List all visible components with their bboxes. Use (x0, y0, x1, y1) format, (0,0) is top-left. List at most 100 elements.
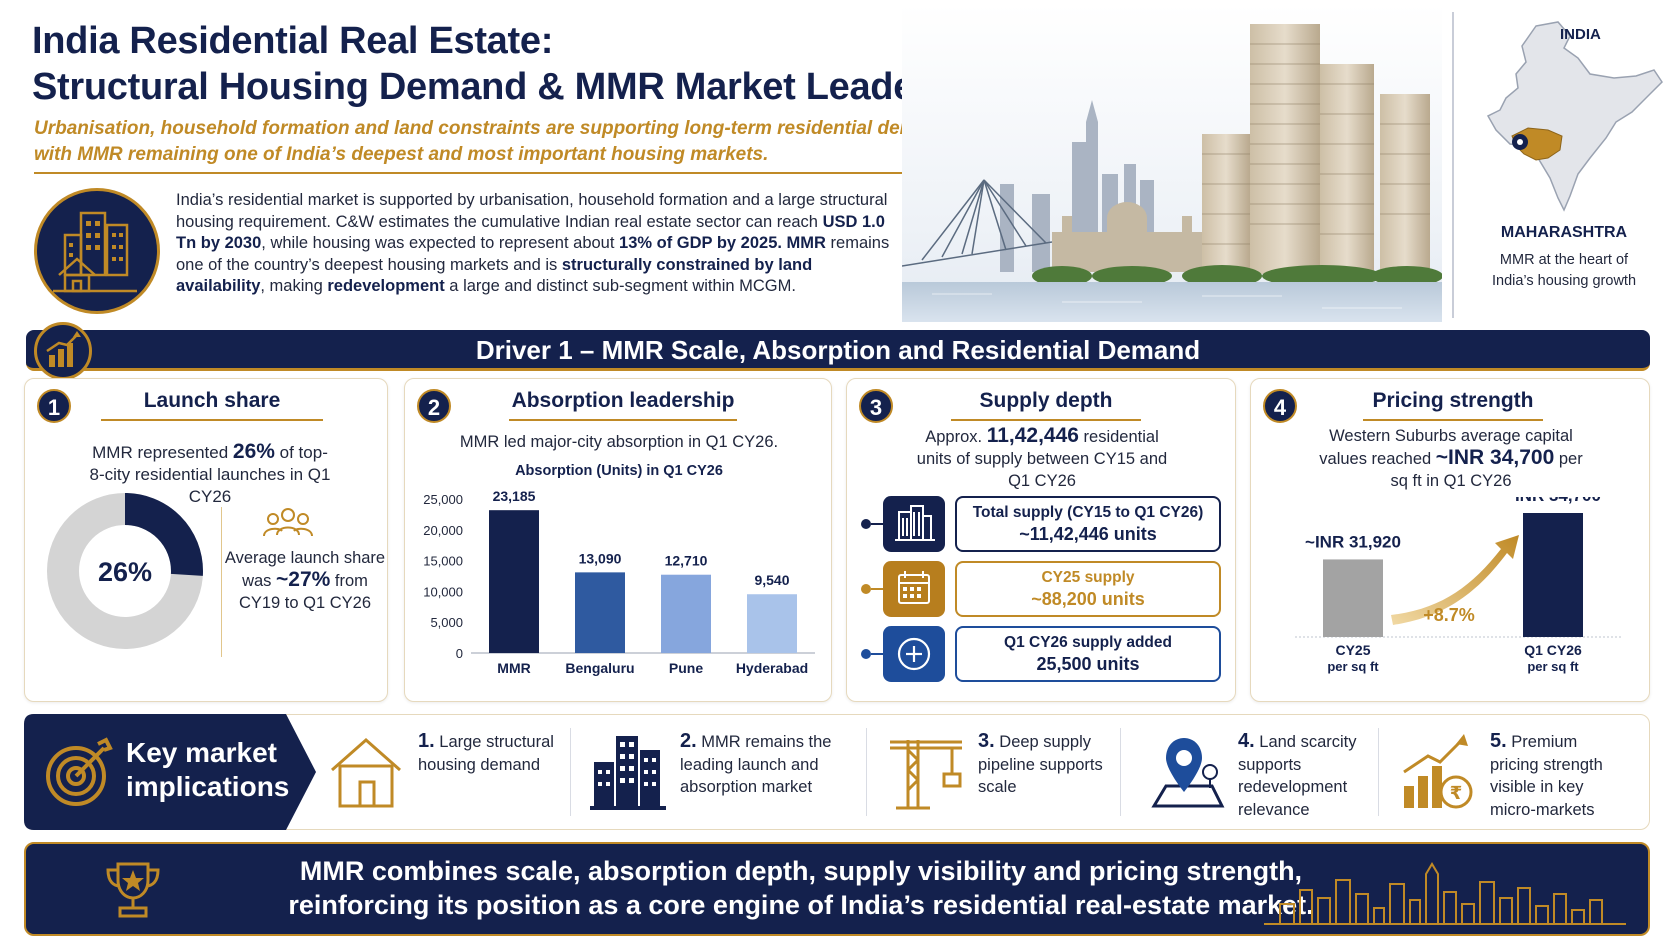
donut-center-label: 26% (98, 557, 152, 587)
house-icon (331, 737, 401, 808)
price-category-label: CY25 (1335, 642, 1370, 658)
y-tick-label: 15,000 (423, 554, 463, 569)
bar-value-label: 13,090 (579, 550, 622, 566)
price-category-unit: per sq ft (1527, 659, 1579, 674)
implication-item: ₹ 5. Premium pricing strength visible in… (1398, 720, 1638, 824)
supply-label: Total supply (CY15 to Q1 CY26) (972, 504, 1204, 521)
intro-text-2: , while housing was expected to represen… (261, 234, 620, 252)
implications-title-line-1: Key market (126, 737, 277, 768)
india-map-icon (1486, 21, 1663, 212)
launch-share-text-post: of top-8-city residential launches in Q1… (89, 443, 331, 506)
implications-title: Key market implications (126, 736, 306, 804)
implication-label: Large structural housing demand (418, 733, 554, 774)
location-pin-icon (1151, 738, 1225, 808)
title-line-1: India Residential Real Estate: (32, 20, 554, 62)
implication-text: 4. Land scarcity supports redevelopment … (1238, 730, 1376, 821)
growth-arrow-icon (1391, 535, 1519, 625)
bar-mmr (489, 510, 539, 653)
intro-paragraph: India’s residential market is supported … (176, 190, 896, 298)
launch-share-text: MMR represented 26% of top-8-city reside… (85, 441, 335, 508)
crane-icon (890, 740, 962, 810)
implication-number: 3. (978, 730, 995, 752)
implication-text: 2. MMR remains the leading launch and ab… (680, 730, 850, 799)
implication-label: Premium pricing strength visible in key … (1490, 733, 1603, 819)
implication-label: Land scarcity supports redevelopment rel… (1238, 733, 1357, 819)
map-divider (1452, 12, 1454, 318)
people-group-icon (263, 508, 313, 537)
y-tick-label: 0 (456, 646, 463, 661)
implication-item: 1. Large structural housing demand (326, 720, 566, 824)
pricing-text: Western Suburbs average capital values r… (1315, 425, 1587, 492)
implication-text: 5. Premium pricing strength visible in k… (1490, 730, 1630, 821)
absorption-leadership-card: 2 Absorption leadership MMR led major-ci… (404, 378, 832, 702)
driver-title: Driver 1 – MMR Scale, Absorption and Res… (475, 335, 1201, 365)
implication-item: 2. MMR remains the leading launch and ab… (588, 720, 848, 824)
x-tick-label: Bengaluru (565, 660, 634, 676)
y-tick-label: 20,000 (423, 523, 463, 538)
supply-box: Total supply (CY15 to Q1 CY26) ~11,42,44… (955, 496, 1221, 552)
timeline-dot (861, 584, 871, 594)
pricing-text-post: per sq ft in Q1 CY26 (1390, 450, 1583, 490)
card-number: 4 (1263, 389, 1297, 423)
timeline-connector (871, 588, 885, 590)
price-value-label: ~INR 31,920 (1305, 532, 1401, 551)
supply-box: CY25 supply ~88,200 units (955, 561, 1221, 617)
buildings-icon (590, 736, 666, 810)
supply-text: Approx. 11,42,446 residential units of s… (907, 425, 1177, 492)
intro-text-5: a large and distinct sub-segment within … (444, 277, 796, 295)
bar-hyderabad (747, 594, 797, 653)
supply-value: ~88,200 units (1031, 589, 1145, 609)
bar-value-label: 9,540 (754, 572, 789, 588)
footer-message: MMR combines scale, absorption depth, su… (246, 854, 1356, 922)
implications-title-line-2: implications (126, 771, 290, 802)
timeline-dot (861, 649, 871, 659)
supply-label: CY25 supply (1041, 569, 1135, 586)
bar-growth-icon (34, 322, 92, 380)
implication-separator (570, 728, 571, 816)
intro-bold-1: USD 1.0 Tn by 2030 (176, 212, 885, 253)
average-launch-share-text: Average launch share was ~27% from CY19 … (223, 547, 387, 614)
subtitle-line-2: with MMR remaining one of India’s deepes… (34, 144, 769, 165)
pricing-strength-card: 4 Pricing strength Western Suburbs avera… (1250, 378, 1650, 702)
implication-separator (1120, 728, 1121, 816)
rupee-growth-icon: ₹ (1403, 734, 1473, 809)
price-category-unit: per sq ft (1327, 659, 1379, 674)
supply-row-total: Total supply (CY15 to Q1 CY26) ~11,42,44… (861, 496, 1223, 552)
subtitle-line-1: Urbanisation, household formation and la… (34, 118, 956, 139)
card-number: 1 (37, 389, 71, 423)
bar-value-label: 23,185 (493, 488, 536, 504)
y-tick-label: 10,000 (423, 584, 463, 599)
residential-buildings-icon (34, 188, 160, 314)
trophy-icon (106, 862, 160, 918)
bar-pune (661, 574, 711, 653)
building-icon (883, 496, 945, 552)
supply-value: ~11,42,446 units (1019, 524, 1157, 544)
map-caption-line-1: MMR at the heart of (1499, 252, 1629, 268)
implication-label: Deep supply pipeline supports scale (978, 733, 1103, 796)
supply-value: 11,42,446 (986, 424, 1079, 447)
timeline-dot (861, 519, 871, 529)
price-category-label: Q1 CY26 (1524, 642, 1582, 658)
launch-share-value: 26% (232, 440, 275, 463)
footer-banner: MMR combines scale, absorption depth, su… (24, 842, 1650, 936)
map-caption: MMR at the heart of India’s housing grow… (1464, 250, 1664, 292)
timeline-connector (871, 653, 885, 655)
implication-text: 3. Deep supply pipeline supports scale (978, 730, 1128, 799)
implications-header: Key market implications (24, 714, 316, 830)
pricing-value: ~INR 34,700 (1435, 446, 1555, 469)
price-value-label: ~INR 34,700 (1505, 497, 1601, 505)
supply-value: 25,500 units (1036, 654, 1140, 674)
supply-label: Q1 CY26 supply added (1004, 634, 1172, 651)
bar-value-label: 12,710 (665, 553, 708, 569)
implication-item: 3. Deep supply pipeline supports scale (886, 720, 1116, 824)
implication-label: MMR remains the leading launch and absor… (680, 733, 832, 796)
supply-row-q1cy26: Q1 CY26 supply added 25,500 units (861, 626, 1223, 682)
implication-number: 4. (1238, 730, 1255, 752)
supply-depth-card: 3 Supply depth Approx. 11,42,446 residen… (846, 378, 1236, 702)
card-number: 2 (417, 389, 451, 423)
implication-text: 1. Large structural housing demand (418, 730, 568, 776)
price-bar-0 (1323, 559, 1383, 637)
map-state-label: MAHARASHTRA (1500, 224, 1628, 241)
supply-row-cy25: CY25 supply ~88,200 units (861, 561, 1223, 617)
